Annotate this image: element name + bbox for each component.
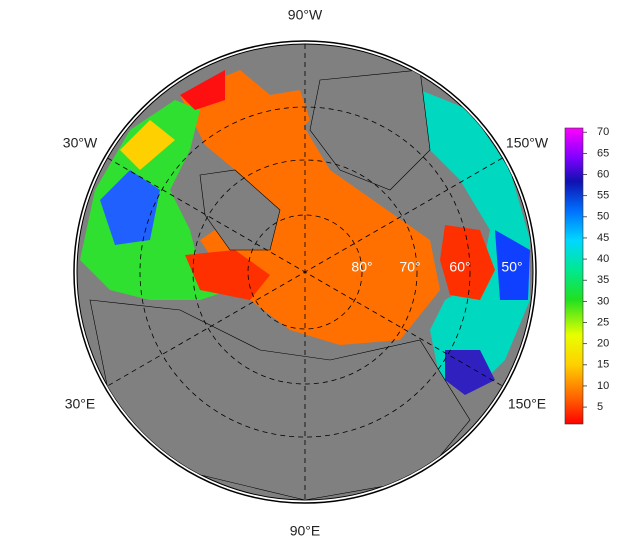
colorbar-tick-label: 65 [597, 147, 609, 159]
longitude-label: 30°E [65, 396, 96, 412]
greenland [199, 169, 281, 251]
atlantic-yellow [120, 120, 175, 170]
longitude-label: 90°E [290, 523, 321, 539]
baffin-bay [270, 90, 310, 140]
colorbar: 5 10 15 20 25 30 35 40 45 50 55 60 65 70 [564, 126, 609, 425]
pacific-red [440, 225, 495, 300]
colorbar-tick-label: 25 [597, 316, 609, 328]
longitude-label: 90°W [288, 7, 323, 23]
latitude-circle [192, 159, 418, 385]
colorbar-tick-label: 70 [597, 126, 609, 138]
colorbar-tick-label: 55 [597, 190, 609, 202]
longitude-label: 30°W [63, 135, 98, 151]
map-disc [73, 40, 537, 504]
map-border-outer [73, 40, 537, 504]
graticule [107, 44, 503, 500]
okhotsk-blue [445, 350, 495, 395]
latitude-label: 80° [351, 259, 372, 275]
colorbar-tick-label: 35 [597, 274, 609, 286]
colorbar-scale [564, 127, 584, 425]
colorbar-tick-label: 30 [597, 295, 609, 307]
colorbar-tick-label: 5 [597, 401, 603, 413]
atlantic-blue [100, 170, 160, 245]
colorbar-tick-label: 10 [597, 380, 609, 392]
longitude-labels: 90°W 30°W 150°W 30°E 150°E 90°E [63, 7, 549, 539]
greenland-sea [180, 70, 225, 110]
latitude-label: 60° [449, 259, 470, 275]
colorbar-tick-label: 15 [597, 359, 609, 371]
latitude-labels: 80° 70° 60° 50° [351, 259, 522, 275]
barents-red [185, 250, 270, 300]
latitude-label: 70° [399, 259, 420, 275]
meridian [107, 157, 503, 387]
latitude-circle [247, 214, 363, 330]
colorbar-tick-label: 40 [597, 253, 609, 265]
longitude-label: 150°W [506, 135, 549, 151]
pacific-band [420, 90, 530, 390]
colorbar-tick-label: 60 [597, 168, 609, 180]
colorbar-tick-label: 20 [597, 338, 609, 350]
pacific-blue [495, 230, 530, 300]
longitude-label: 150°E [508, 396, 546, 412]
latitude-label: 50° [501, 259, 522, 275]
colorbar-tick-label: 45 [597, 232, 609, 244]
colorbar-tick-label: 50 [597, 211, 609, 223]
data-field [80, 69, 530, 500]
